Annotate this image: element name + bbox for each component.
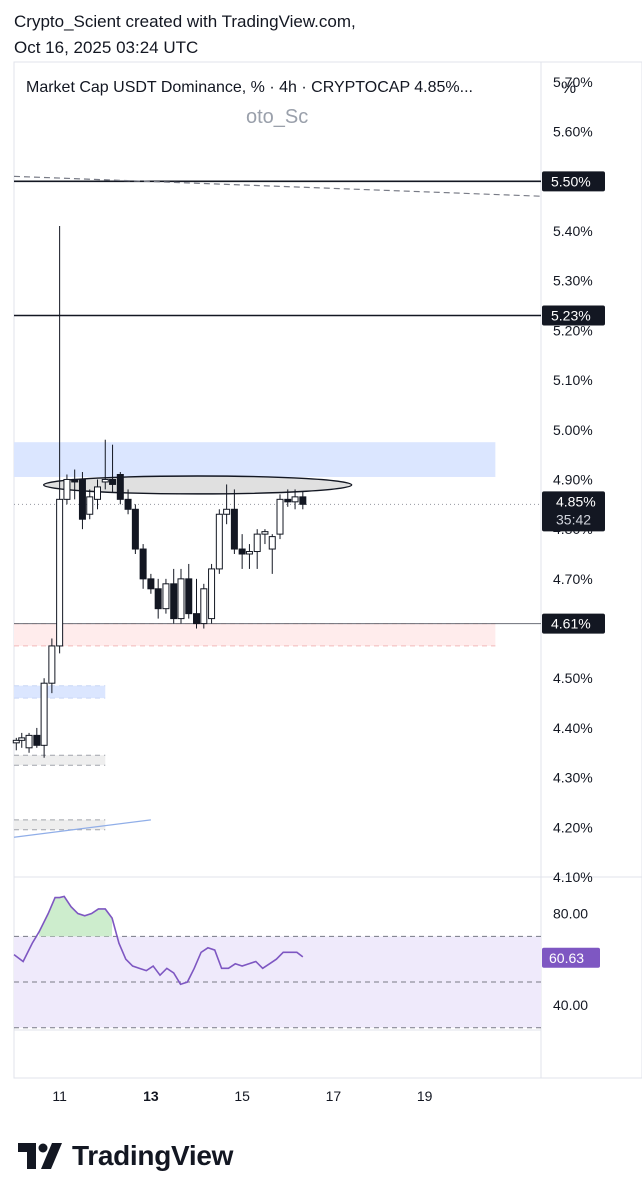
candle-down [71,478,79,483]
candle-down [154,588,162,610]
price-tick-label: 5.10% [553,372,593,388]
lines-layer [13,175,542,838]
candle-up [291,496,299,503]
tradingview-logo-icon [18,1143,62,1169]
candle-down [193,613,201,625]
candle-up [223,508,231,515]
current-price-label: 4.85% [556,493,596,509]
candle-down [238,548,246,555]
candle-up [245,551,253,555]
time-axis[interactable]: 11 13 15 17 19 [52,1088,432,1104]
candle-up [40,682,48,746]
candle-up [261,531,269,535]
level-label: 5.23% [551,307,591,323]
zones-layer [14,442,496,831]
time-tick-label: 19 [417,1088,433,1104]
author-credit: Crypto_Scient created with TradingView.c… [14,12,356,31]
zone-demand-4 [14,819,106,830]
brand-name: TradingView [72,1140,234,1171]
candle-up [56,498,64,647]
price-tick-label: 4.90% [553,471,593,487]
labels-layer: 5.50% 5.23% 4.61% 4.85% 35:42 60.63 [542,171,605,968]
zone-demand-3 [14,755,106,766]
candle-down [78,478,86,520]
candles-layer [12,226,307,758]
candle-down [139,548,147,580]
candle-up [101,478,109,483]
level-label-badge [542,305,605,326]
chart-timestamp: Oct 16, 2025 03:24 UTC [14,38,199,57]
candle-up [253,533,261,553]
rsi-line [13,895,304,986]
rsi-layer [13,895,541,1029]
level-label-badge [542,171,605,192]
current-price-badge [542,491,605,532]
price-tick-label: 5.30% [553,273,593,289]
candle-down [230,508,238,550]
price-tick-label: 4.50% [553,670,593,686]
time-tick-label: 17 [326,1088,342,1104]
time-tick-label: 11 [52,1088,67,1104]
candle-down [33,734,41,746]
price-tick-label: 4.40% [553,720,593,736]
candle-down [185,578,193,615]
candle-down [109,478,117,485]
candle-down [116,474,124,500]
price-tick-label: 4.10% [553,869,593,885]
candle-up [162,583,170,610]
candle-up [86,496,94,515]
candle-down [124,498,132,510]
candle-up [25,734,33,749]
candle-up [48,645,56,684]
candle-up [18,737,26,741]
candle-up [177,578,185,620]
price-axis[interactable]: 5.70% 5.60% 5.50% 5.40% 5.30% 5.20% 5.10% 5.00%… [553,74,593,1013]
time-tick-label: 15 [234,1088,250,1104]
candle-up [12,739,20,744]
candle-down [131,508,139,550]
channel-line [13,819,151,838]
tradingview-brand: TradingView [18,1140,233,1172]
price-tick-label: 5.20% [553,322,593,338]
level-label: 5.50% [551,173,591,189]
rsi-current-label: 60.63 [549,950,584,966]
candle-down [147,578,155,590]
candle-up [208,568,216,620]
unit-button[interactable]: % [561,78,577,97]
candle-up [268,536,276,550]
price-tick-label: 5.00% [553,422,593,438]
rsi-tick-label: 80.00 [553,906,588,922]
level-label-badge [542,613,605,634]
candle-up [93,486,101,500]
watermark: oto_Sc [246,106,309,128]
price-tick-label: 4.70% [553,571,593,587]
chart-title[interactable]: Market Cap USDT Dominance, % · 4h · CRYP… [26,79,473,96]
rsi-current-badge [542,947,600,968]
rsi-tick-label: 40.00 [553,997,588,1013]
zone-demand-2 [14,685,106,699]
candle-up [200,588,208,625]
candle-down [299,496,307,505]
level-label: 4.61% [551,616,591,632]
price-tick-label: 5.40% [553,223,593,239]
rsi-overbought-fill [39,896,113,937]
candle-up [215,513,223,570]
price-tick-label: 4.20% [553,819,593,835]
bar-countdown-label: 35:42 [556,511,591,527]
candle-up [276,498,284,535]
price-tick-label: 4.30% [553,770,593,786]
candle-down [284,498,292,503]
time-tick-label: 13 [143,1088,159,1104]
zone-supply-0 [14,442,496,477]
resistance-trendline [13,175,542,197]
candle-up [63,478,71,500]
price-tick-label: 5.70% [553,74,593,90]
candle-down [170,583,178,620]
price-tick-label: 5.60% [553,124,593,140]
zone-demand-1 [14,623,496,646]
